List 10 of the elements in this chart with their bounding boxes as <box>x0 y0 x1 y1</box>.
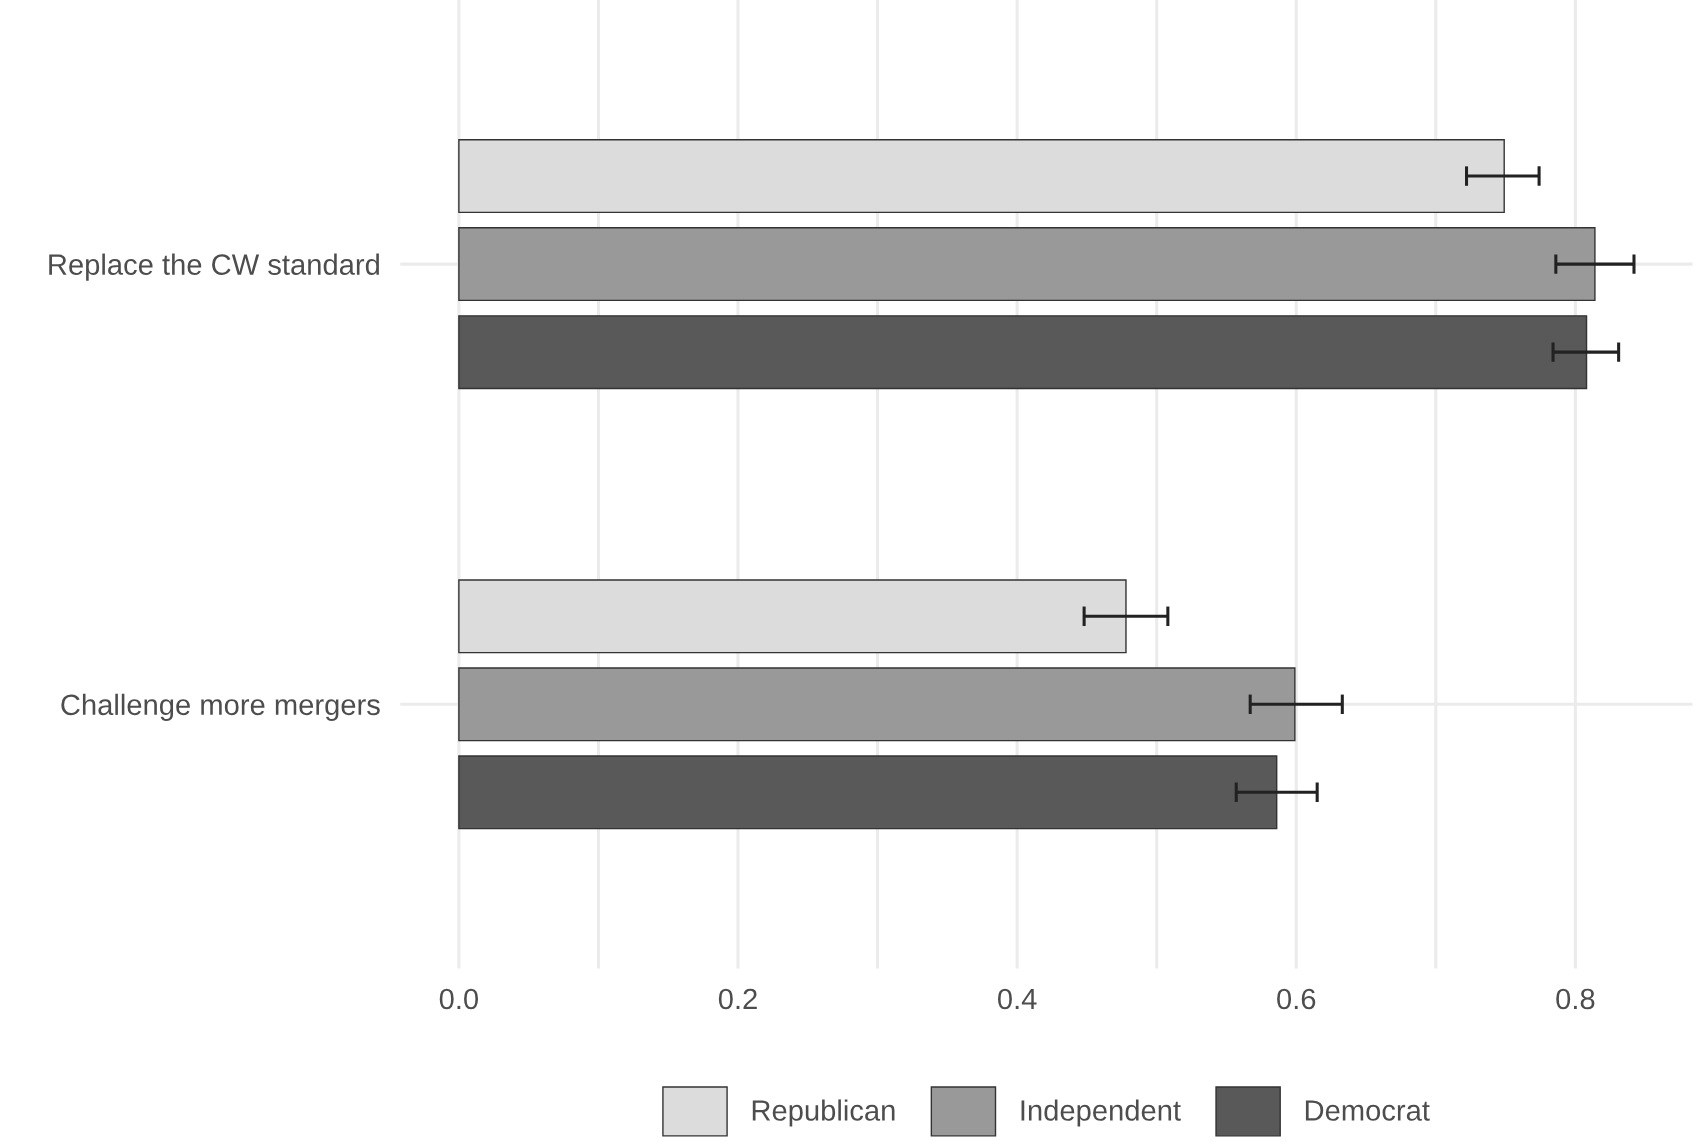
x-tick-label: 0.8 <box>1556 988 1595 1010</box>
x-tick-label: 0.0 <box>439 988 479 1010</box>
legend-label: Independent <box>1021 1099 1181 1127</box>
x-tick-label: 0.4 <box>997 988 1037 1010</box>
x-tick-label: 0.6 <box>1277 988 1316 1010</box>
legend-label: Republican <box>752 1099 895 1127</box>
y-tick-label: Challenge more mergers <box>61 693 380 721</box>
legend-label: Democrat <box>1305 1100 1430 1121</box>
y-tick-label: Replace the CW standard <box>49 253 379 281</box>
x-tick-label: 0.2 <box>718 988 757 1010</box>
